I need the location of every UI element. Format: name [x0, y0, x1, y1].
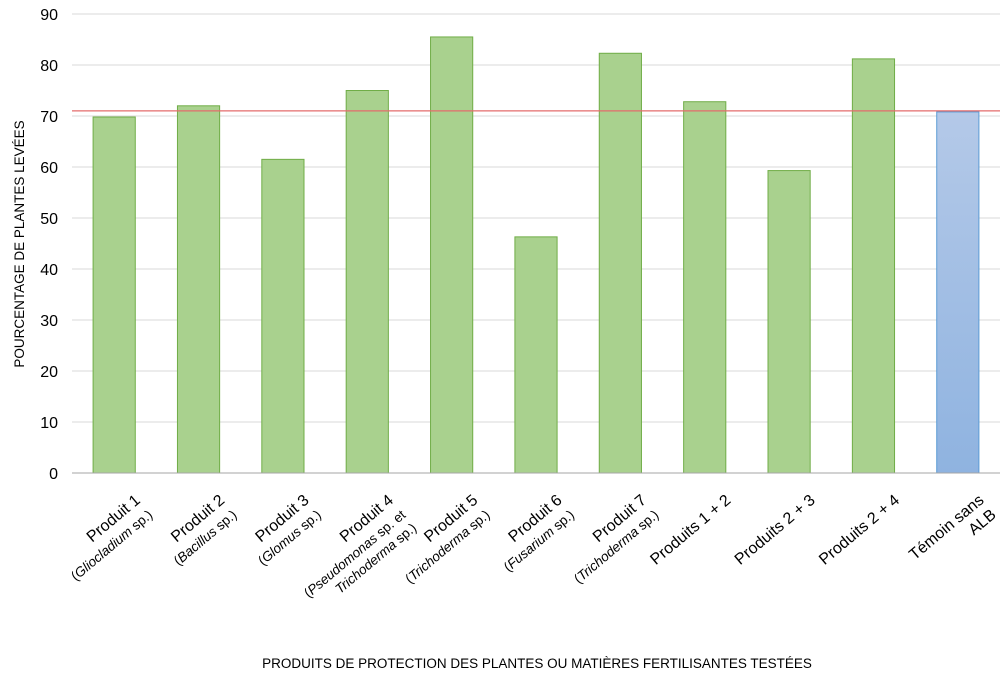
bar [598, 52, 642, 474]
y-axis-title: POURCENTAGE DE PLANTES LEVÉES [12, 120, 27, 367]
bar [345, 90, 389, 474]
bar [514, 236, 558, 474]
y-tick-label: 80 [40, 58, 58, 75]
x-tick-label: Produit 2(Bacillus sp.) [168, 492, 240, 569]
bar [176, 105, 221, 474]
x-tick-label-main: Produits 1 + 2 [647, 492, 734, 569]
bar [683, 101, 727, 474]
y-tick-label: 30 [40, 313, 58, 330]
bar [430, 36, 474, 474]
y-tick-labels: 0 10 20 30 40 50 60 70 80 90 [40, 7, 58, 483]
bars [92, 36, 980, 474]
x-tick-label: Produit 7(Trichoderma sp.) [571, 492, 661, 587]
gridlines [72, 13, 1000, 423]
x-tick-label-main: Produits 2 + 4 [816, 492, 903, 569]
y-tick-label: 10 [40, 415, 58, 432]
y-tick-label: 50 [40, 211, 58, 228]
x-tick-labels: Produit 1(Gliocladium sp.) Produit 2(Baci… [68, 492, 1000, 601]
x-tick-label: Produits 1 + 2 [647, 492, 734, 569]
y-tick-label: 0 [49, 466, 58, 483]
x-tick-label: Produit 4(Pseudomonas sp. etTrichoderma … [301, 492, 419, 601]
x-tick-label: Produits 2 + 3 [732, 492, 819, 569]
bar [851, 58, 896, 474]
x-tick-label: Produit 1(Gliocladium sp.) [68, 492, 155, 584]
y-tick-label: 40 [40, 262, 58, 279]
y-tick-label: 70 [40, 109, 58, 126]
x-tick-label-main: Produits 2 + 3 [732, 492, 819, 569]
y-tick-label: 20 [40, 364, 58, 381]
x-tick-label: Produits 2 + 4 [816, 492, 903, 569]
bar [767, 170, 811, 474]
bar [261, 158, 305, 474]
x-tick-label: Produit 3(Glomus sp.) [252, 492, 324, 569]
bar [92, 116, 136, 474]
y-tick-label: 90 [40, 7, 58, 24]
y-tick-label: 60 [40, 160, 58, 177]
bar-control [936, 111, 980, 474]
x-tick-label: Produit 6(Fusarium sp.) [501, 492, 577, 575]
x-axis-title: PRODUITS DE PROTECTION DES PLANTES OU MA… [262, 656, 812, 671]
